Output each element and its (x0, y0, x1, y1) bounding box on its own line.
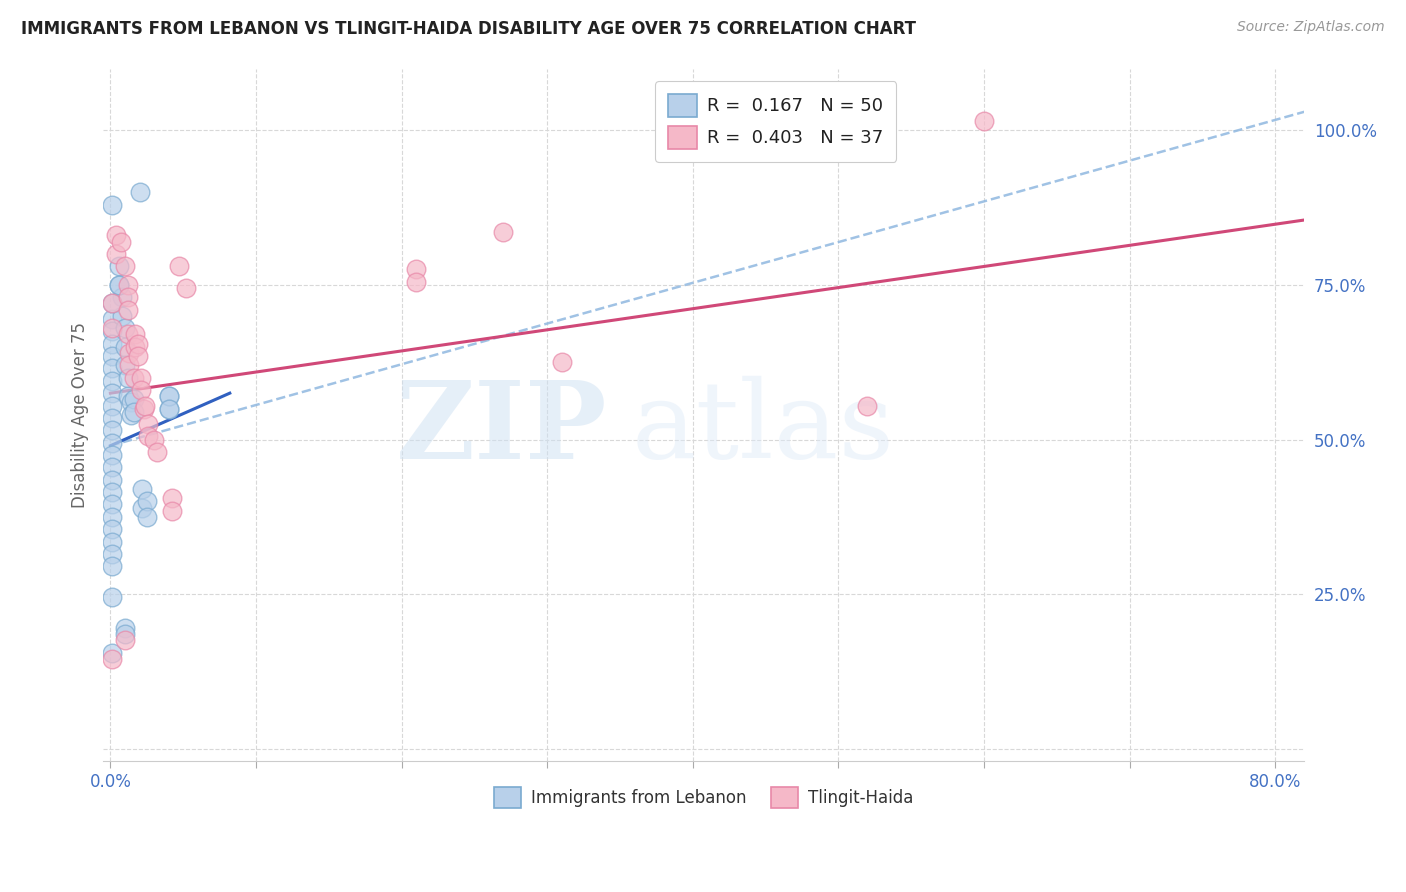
Point (167, 260, 190, 274)
Point (117, 277, 139, 292)
Point (114, 621, 136, 635)
Point (101, 324, 124, 338)
Point (131, 482, 153, 496)
Point (101, 591, 124, 605)
Point (101, 336, 124, 351)
Point (108, 277, 131, 292)
Point (108, 277, 131, 292)
Point (111, 290, 134, 304)
Point (117, 389, 139, 403)
Point (174, 281, 197, 295)
Point (129, 383, 152, 397)
Point (108, 260, 131, 274)
Point (110, 235, 132, 249)
Point (101, 312, 124, 326)
Point (122, 392, 145, 407)
Point (114, 633, 136, 648)
Text: atlas: atlas (631, 376, 894, 482)
Point (101, 473, 124, 487)
Point (117, 370, 139, 384)
Point (122, 405, 145, 419)
Point (105, 228, 128, 243)
Point (114, 359, 136, 373)
Point (117, 290, 139, 304)
Point (135, 509, 157, 524)
Point (114, 627, 136, 641)
Point (122, 370, 145, 384)
Text: Source: ZipAtlas.com: Source: ZipAtlas.com (1237, 20, 1385, 34)
Point (128, 185, 150, 199)
Point (120, 408, 142, 422)
Point (118, 346, 141, 360)
Point (101, 448, 124, 462)
Text: IMMIGRANTS FROM LEBANON VS TLINGIT-HAIDA DISABILITY AGE OVER 75 CORRELATION CHAR: IMMIGRANTS FROM LEBANON VS TLINGIT-HAIDA… (21, 20, 917, 37)
Point (101, 423, 124, 437)
Point (117, 302, 139, 317)
Point (101, 361, 124, 376)
Point (101, 652, 124, 666)
Point (101, 349, 124, 363)
Point (114, 321, 136, 335)
Point (118, 359, 141, 373)
Point (101, 485, 124, 500)
Point (101, 534, 124, 549)
Point (114, 260, 136, 274)
Point (856, 399, 879, 413)
Point (101, 386, 124, 401)
Point (132, 401, 155, 416)
Point (157, 389, 180, 403)
Point (127, 349, 149, 363)
Point (111, 309, 134, 323)
Point (405, 262, 427, 277)
Point (101, 321, 124, 335)
Point (101, 559, 124, 574)
Point (146, 445, 169, 459)
Point (160, 503, 183, 517)
Point (101, 646, 124, 660)
Point (157, 389, 180, 403)
Point (131, 500, 153, 515)
Point (120, 395, 142, 409)
Point (973, 114, 995, 128)
Point (136, 429, 159, 443)
Point (134, 399, 156, 413)
Text: ZIP: ZIP (396, 376, 607, 482)
Point (101, 498, 124, 512)
Point (101, 509, 124, 524)
Point (492, 226, 515, 240)
Point (101, 399, 124, 413)
Point (143, 433, 166, 447)
Point (101, 435, 124, 450)
Point (101, 374, 124, 388)
Point (101, 410, 124, 425)
Point (405, 275, 427, 289)
Point (135, 494, 157, 508)
Point (101, 296, 124, 310)
Legend: Immigrants from Lebanon, Tlingit-Haida: Immigrants from Lebanon, Tlingit-Haida (488, 780, 920, 815)
Point (105, 247, 128, 261)
Point (101, 296, 124, 310)
Y-axis label: Disability Age Over 75: Disability Age Over 75 (72, 322, 89, 508)
Point (101, 460, 124, 475)
Point (101, 197, 124, 211)
Point (114, 340, 136, 354)
Point (160, 491, 183, 506)
Point (124, 340, 146, 354)
Point (129, 370, 152, 384)
Point (157, 401, 180, 416)
Point (136, 417, 159, 431)
Point (101, 522, 124, 536)
Point (117, 327, 139, 342)
Point (127, 336, 149, 351)
Point (551, 355, 574, 369)
Point (124, 327, 146, 342)
Point (157, 401, 180, 416)
Point (101, 547, 124, 561)
